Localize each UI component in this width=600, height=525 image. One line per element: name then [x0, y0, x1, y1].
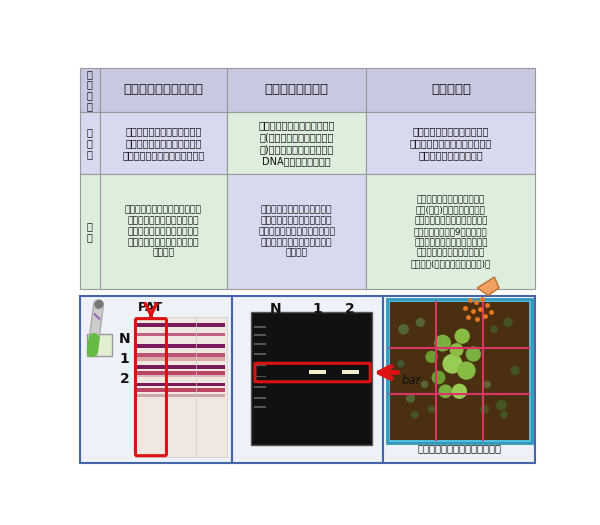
Text: 除草剤耐性遺伝子: 除草剤耐性遺伝子: [265, 83, 329, 97]
Text: 特
徴: 特 徴: [87, 221, 92, 242]
Circle shape: [435, 335, 451, 351]
Circle shape: [505, 319, 512, 326]
Bar: [254, 397, 266, 398]
Text: 検
出
対
象: 検 出 対 象: [87, 69, 92, 111]
Circle shape: [466, 347, 481, 361]
Circle shape: [491, 326, 497, 332]
Bar: [100, 174, 227, 289]
Circle shape: [412, 412, 418, 418]
Bar: [100, 112, 227, 174]
Bar: [137, 394, 226, 397]
Bar: [254, 334, 266, 335]
Bar: [137, 332, 226, 337]
Text: 除草剤耐性タンパク質の情報
を持つ遺伝子の存在が正確に
調べられる。下図の赤枠内で、
白い線が遺伝子の存在を表し
ている。: 除草剤耐性タンパク質の情報 を持つ遺伝子の存在が正確に 調べられる。下図の赤枠内…: [258, 206, 335, 258]
Bar: [254, 343, 266, 345]
Text: インフルエンザ診断と同じよう
に簡単に調べられる。下図の
赤枠内部分で、紫色の線が除
草剤タンパク質の存在を表し
ている。: インフルエンザ診断と同じよう に簡単に調べられる。下図の 赤枠内部分で、紫色の線…: [125, 206, 202, 258]
Bar: [341, 370, 359, 374]
Circle shape: [407, 394, 415, 402]
Circle shape: [426, 351, 437, 362]
Bar: [254, 375, 266, 377]
Circle shape: [432, 371, 445, 384]
Bar: [137, 371, 226, 375]
Bar: [367, 68, 535, 112]
Bar: [254, 364, 266, 365]
Bar: [80, 112, 100, 174]
Circle shape: [511, 367, 519, 374]
Text: 2: 2: [120, 372, 130, 386]
Text: N: N: [269, 302, 281, 316]
Circle shape: [455, 329, 469, 343]
Bar: [80, 68, 100, 112]
Text: 植物が実際に除草剤に耐性と
なっているかどうかを除草剤を
散布することで調べる。: 植物が実際に除草剤に耐性と なっているかどうかを除草剤を 散布することで調べる。: [410, 126, 492, 160]
Bar: [227, 174, 367, 289]
Circle shape: [428, 406, 434, 412]
Text: 2: 2: [345, 302, 355, 316]
Bar: [137, 323, 226, 327]
Text: 除草剤耐性: 除草剤耐性: [431, 83, 471, 97]
Circle shape: [416, 319, 424, 326]
Bar: [367, 174, 535, 289]
Bar: [137, 353, 226, 357]
Bar: [80, 174, 100, 289]
Bar: [383, 296, 535, 463]
Bar: [309, 370, 326, 374]
Bar: [254, 353, 266, 355]
Text: PAT: PAT: [139, 301, 164, 313]
Bar: [137, 365, 226, 369]
Text: グルホシネート耐性の実生試料: グルホシネート耐性の実生試料: [418, 443, 502, 453]
Bar: [389, 302, 529, 439]
Text: N: N: [119, 332, 130, 346]
Bar: [137, 383, 226, 386]
Bar: [227, 68, 367, 112]
Bar: [88, 334, 112, 355]
Bar: [137, 344, 226, 348]
Bar: [254, 327, 266, 328]
Circle shape: [452, 384, 466, 398]
Bar: [232, 296, 383, 463]
Circle shape: [484, 381, 490, 387]
Circle shape: [481, 405, 488, 413]
Circle shape: [443, 354, 462, 373]
Text: 1: 1: [120, 352, 130, 366]
Text: 種子をまいて発芽させ育てた
植物(実生)の除草剤耐性とい
う性質を確実に調べられる。下
図では線で示した9区画で生育
させた実生のうち、中央の区画
の実生だけが: 種子をまいて発芽させ育てた 植物(実生)の除草剤耐性とい う性質を確実に調べられ…: [410, 195, 491, 268]
Text: 除草剤耐性タンパク質: 除草剤耐性タンパク質: [124, 83, 203, 97]
Circle shape: [501, 412, 507, 418]
Bar: [386, 299, 532, 443]
Bar: [251, 312, 372, 445]
Bar: [137, 388, 226, 392]
Text: 遺伝子組換えによる外来遺伝
子(ここでは除草剤耐性遺伝
子)を持っているかどうかを
DNA配列で確認する。: 遺伝子組換えによる外来遺伝 子(ここでは除草剤耐性遺伝 子)を持っているかどうか…: [259, 120, 335, 166]
Text: 1: 1: [313, 302, 322, 316]
Bar: [137, 357, 226, 361]
Text: 調
べ
方: 調 べ 方: [87, 127, 92, 159]
Bar: [254, 406, 266, 408]
Bar: [227, 112, 367, 174]
Bar: [100, 68, 227, 112]
Circle shape: [451, 344, 463, 356]
Polygon shape: [478, 277, 499, 296]
Circle shape: [398, 361, 404, 367]
Bar: [137, 375, 226, 377]
Bar: [136, 317, 227, 457]
Circle shape: [421, 381, 428, 387]
Bar: [80, 296, 232, 463]
Circle shape: [399, 324, 408, 334]
Text: bar: bar: [402, 374, 422, 387]
Bar: [367, 112, 535, 174]
Circle shape: [497, 401, 506, 410]
Bar: [254, 386, 266, 388]
Circle shape: [439, 385, 452, 397]
Circle shape: [458, 362, 475, 379]
Text: 植物の組織に、除草剤耐性タ
ンパク質が存在するかどうか
を免疫反応を利用して調べる。: 植物の組織に、除草剤耐性タ ンパク質が存在するかどうか を免疫反応を利用して調べ…: [122, 126, 205, 160]
